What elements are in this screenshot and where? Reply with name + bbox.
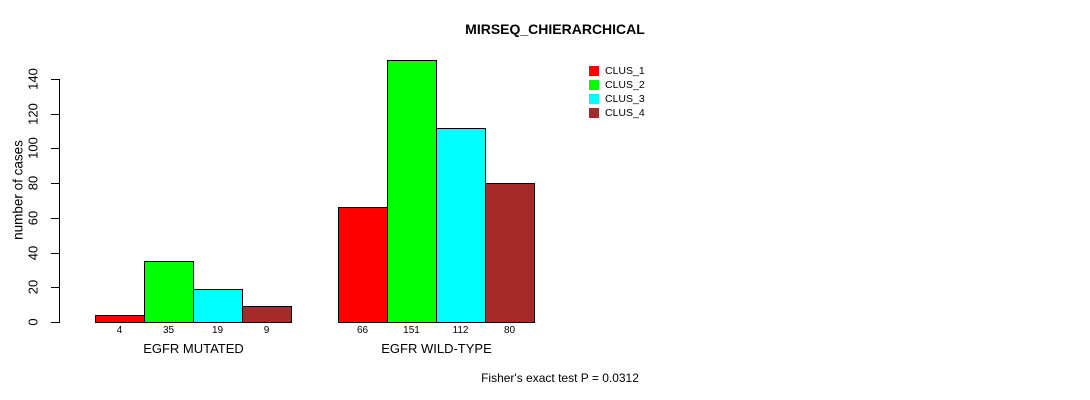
chart-title: MIRSEQ_CHIERARCHICAL	[465, 21, 645, 37]
y-axis-tick	[51, 252, 59, 254]
legend-swatch-clus_2	[589, 80, 599, 90]
bar-value-label: 35	[162, 325, 175, 336]
bar-clus_4-2	[485, 183, 535, 323]
fisher-test-annotation: Fisher's exact test P = 0.0312	[481, 371, 639, 385]
bar-clus_1-1	[95, 315, 145, 323]
category-label: EGFR WILD-TYPE	[381, 341, 492, 356]
y-axis-tick-label: 0	[25, 318, 41, 326]
y-axis-tick	[51, 287, 59, 289]
legend-swatch-clus_1	[589, 66, 599, 76]
y-axis-tick	[51, 322, 59, 323]
bar-value-label: 80	[503, 325, 516, 336]
y-axis-tick-label: 100	[25, 137, 41, 160]
legend-label-clus_4: CLUS_4	[605, 106, 645, 119]
y-axis-tick-label: 40	[25, 245, 41, 260]
y-axis-line	[59, 79, 60, 323]
bar-value-label: 151	[403, 325, 420, 336]
y-axis-tick	[51, 79, 59, 80]
bar-clus_4-1	[242, 306, 292, 323]
bar-value-label: 19	[211, 325, 224, 336]
y-axis-tick	[51, 183, 59, 185]
y-axis-tick-label: 60	[25, 210, 41, 226]
legend-label-clus_2: CLUS_2	[605, 78, 645, 91]
bar-value-label: 66	[356, 325, 369, 336]
bar-clus_3-1	[193, 289, 243, 323]
y-axis-tick	[51, 217, 59, 219]
bar-value-label: 112	[452, 325, 469, 336]
y-axis-tick	[51, 148, 59, 150]
y-axis-label: number of cases	[10, 140, 26, 240]
y-axis-tick-label: 140	[25, 68, 41, 90]
legend-label-clus_1: CLUS_1	[605, 64, 645, 77]
bar-value-label: 9	[263, 325, 270, 336]
y-axis-tick-label: 20	[25, 280, 41, 295]
bar-clus_2-2	[387, 59, 437, 323]
y-axis-tick	[51, 113, 59, 115]
category-label: EGFR MUTATED	[143, 341, 244, 356]
legend-swatch-clus_4	[589, 108, 599, 118]
legend-swatch-clus_3	[589, 94, 599, 104]
legend-label-clus_3: CLUS_3	[605, 92, 645, 105]
bar-clus_2-1	[144, 261, 194, 323]
y-axis-tick-label: 80	[25, 175, 41, 191]
y-axis-tick-label: 120	[25, 102, 41, 125]
bar-clus_1-2	[338, 207, 388, 323]
bar-value-label: 4	[116, 325, 123, 336]
bar-clus_3-2	[436, 127, 486, 323]
